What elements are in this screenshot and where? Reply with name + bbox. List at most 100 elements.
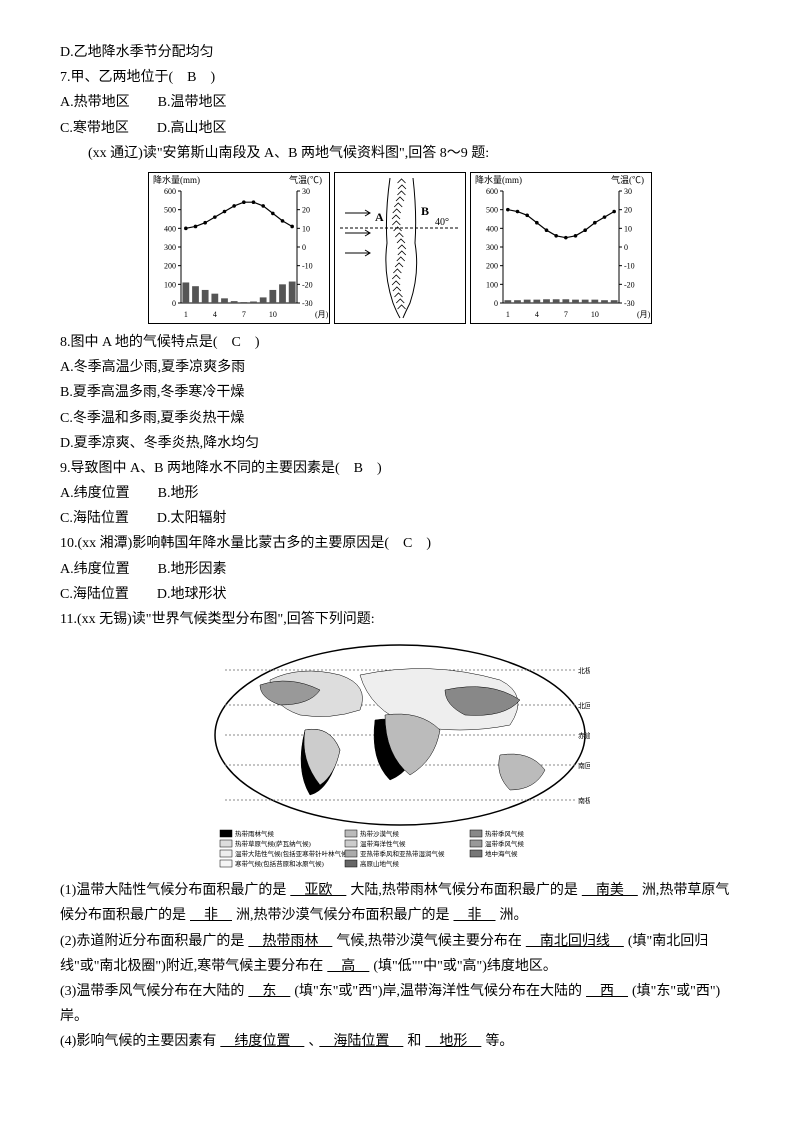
p4-text-d: 等。 (485, 1034, 513, 1049)
svg-text:500: 500 (486, 206, 498, 215)
world-map-wrap: 北极圈北回归线赤道南回归线南极圈热带雨林气候热带沙漠气候热带季风气候热带草原气候… (60, 640, 740, 870)
svg-text:0: 0 (624, 243, 628, 252)
q9-options-cd: C.海陆位置 D.太阳辐射 (60, 506, 740, 531)
climate-chart-a: 降水量(mm)气温(℃)0100200300400500600-30-20-10… (148, 172, 330, 324)
svg-text:-10: -10 (302, 262, 313, 271)
question-7: 7.甲、乙两地位于( B ) (60, 65, 740, 90)
svg-text:400: 400 (486, 224, 498, 233)
answer-1: (1)温带大陆性气候分布面积最广的是 亚欧 大陆,热带雨林气候分布面积最广的是 … (60, 878, 740, 928)
svg-text:温带大陆性气候(包括亚寒带针叶林气候): 温带大陆性气候(包括亚寒带针叶林气候) (235, 849, 350, 858)
answer-3: (3)温带季风气候分布在大陆的 东 (填"东"或"西")岸,温带海洋性气候分布在… (60, 979, 740, 1029)
svg-text:热带季风气候: 热带季风气候 (485, 829, 525, 838)
svg-text:B: B (421, 204, 429, 218)
p4-text-c: 和 (407, 1034, 421, 1049)
p2-text-d: (填"低""中"或"高")纬度地区。 (373, 959, 557, 974)
svg-text:北极圈: 北极圈 (578, 666, 590, 675)
svg-text:赤道: 赤道 (578, 731, 590, 740)
p1-blank-3: 非 (186, 908, 236, 923)
svg-text:0: 0 (172, 299, 176, 308)
p1-text-a: (1)温带大陆性气候分布面积最广的是 (60, 883, 286, 898)
svg-text:10: 10 (302, 224, 310, 233)
p2-text-a: (2)赤道附近分布面积最广的是 (60, 934, 244, 949)
svg-text:-20: -20 (302, 280, 313, 289)
p4-blank-2: 海陆位置 (315, 1034, 407, 1049)
svg-text:20: 20 (302, 206, 310, 215)
answer-2: (2)赤道附近分布面积最广的是 热带雨林 气候,热带沙漠气候主要分布在 南北回归… (60, 929, 740, 979)
svg-text:热带草原气候(萨瓦纳气候): 热带草原气候(萨瓦纳气候) (235, 839, 311, 848)
svg-text:气温(℃): 气温(℃) (611, 174, 644, 185)
q8-option-b: B.夏季高温多雨,冬季寒冷干燥 (60, 380, 740, 405)
p2-blank-2: 南北回归线 (522, 934, 628, 949)
svg-text:200: 200 (486, 262, 498, 271)
climate-chart-b: 降水量(mm)气温(℃)0100200300400500600-30-20-10… (470, 172, 652, 324)
svg-text:7: 7 (564, 310, 568, 319)
p2-blank-1: 热带雨林 (244, 934, 336, 949)
q7-options-ab: A.热带地区 B.温带地区 (60, 90, 740, 115)
svg-text:4: 4 (535, 310, 539, 319)
svg-text:600: 600 (486, 187, 498, 196)
svg-text:南极圈: 南极圈 (578, 796, 590, 805)
p4-text-a: (4)影响气候的主要因素有 (60, 1034, 216, 1049)
p4-blank-1: 纬度位置 (216, 1034, 308, 1049)
p3-text-b: (填"东"或"西")岸,温带海洋性气候分布在大陆的 (294, 984, 582, 999)
p3-blank-2: 西 (582, 984, 632, 999)
svg-text:10: 10 (591, 310, 599, 319)
p3-blank-1: 东 (244, 984, 294, 999)
svg-text:500: 500 (164, 206, 176, 215)
q10-options-cd: C.海陆位置 D.地球形状 (60, 582, 740, 607)
p1-text-d: 洲,热带沙漠气候分布面积最广的是 (236, 908, 450, 923)
svg-text:20: 20 (624, 206, 632, 215)
world-climate-map: 北极圈北回归线赤道南回归线南极圈热带雨林气候热带沙漠气候热带季风气候热带草原气候… (210, 640, 590, 870)
svg-text:降水量(mm): 降水量(mm) (153, 174, 200, 185)
svg-text:0: 0 (494, 299, 498, 308)
svg-text:(月): (月) (637, 310, 651, 319)
svg-text:4: 4 (213, 310, 217, 319)
svg-text:温带海洋性气候: 温带海洋性气候 (360, 839, 406, 848)
p1-blank-4: 非 (450, 908, 500, 923)
svg-text:-10: -10 (624, 262, 635, 271)
svg-text:100: 100 (164, 280, 176, 289)
p3-text-a: (3)温带季风气候分布在大陆的 (60, 984, 244, 999)
svg-text:30: 30 (624, 187, 632, 196)
figure-andes-row: 降水量(mm)气温(℃)0100200300400500600-30-20-10… (60, 172, 740, 324)
svg-text:10: 10 (624, 224, 632, 233)
question-11: 11.(xx 无锡)读"世界气候类型分布图",回答下列问题: (60, 607, 740, 632)
svg-text:-20: -20 (624, 280, 635, 289)
svg-text:-30: -30 (624, 299, 635, 308)
question-8: 8.图中 A 地的气候特点是( C ) (60, 330, 740, 355)
p4-blank-3: 地形 (421, 1034, 485, 1049)
svg-text:北回归线: 北回归线 (578, 701, 590, 710)
svg-text:400: 400 (164, 224, 176, 233)
svg-text:200: 200 (164, 262, 176, 271)
svg-text:南回归线: 南回归线 (578, 761, 590, 770)
svg-text:寒带气候(包括苔原和冰原气候): 寒带气候(包括苔原和冰原气候) (235, 859, 324, 868)
p1-blank-2: 南美 (578, 883, 642, 898)
svg-text:10: 10 (269, 310, 277, 319)
svg-text:1: 1 (184, 310, 188, 319)
question-9: 9.导致图中 A、B 两地降水不同的主要因素是( B ) (60, 456, 740, 481)
answer-4: (4)影响气候的主要因素有 纬度位置 、 海陆位置 和 地形 等。 (60, 1029, 740, 1054)
svg-text:100: 100 (486, 280, 498, 289)
svg-text:(月): (月) (315, 310, 329, 319)
p2-blank-3: 高 (323, 959, 373, 974)
svg-text:降水量(mm): 降水量(mm) (475, 174, 522, 185)
svg-text:600: 600 (164, 187, 176, 196)
svg-text:1: 1 (506, 310, 510, 319)
svg-text:亚热带季风和亚热带湿润气候: 亚热带季风和亚热带湿润气候 (360, 849, 445, 858)
question-10: 10.(xx 湘潭)影响韩国年降水量比蒙古多的主要原因是( C ) (60, 531, 740, 556)
intro-8-9: (xx 通辽)读"安第斯山南段及 A、B 两地气候资料图",回答 8～9 题: (60, 141, 740, 166)
svg-text:-30: -30 (302, 299, 313, 308)
andes-map: 40°AB (334, 172, 466, 324)
p1-text-e: 洲。 (500, 908, 528, 923)
svg-text:30: 30 (302, 187, 310, 196)
p1-text-b: 大陆,热带雨林气候分布面积最广的是 (350, 883, 578, 898)
svg-text:7: 7 (242, 310, 246, 319)
svg-text:300: 300 (486, 243, 498, 252)
svg-text:热带沙漠气候: 热带沙漠气候 (360, 829, 400, 838)
svg-text:300: 300 (164, 243, 176, 252)
svg-text:A: A (375, 210, 384, 224)
option-d: D.乙地降水季节分配均匀 (60, 40, 740, 65)
svg-text:高原山地气候: 高原山地气候 (360, 859, 400, 868)
p2-text-b: 气候,热带沙漠气候主要分布在 (336, 934, 522, 949)
q8-option-a: A.冬季高温少雨,夏季凉爽多雨 (60, 355, 740, 380)
